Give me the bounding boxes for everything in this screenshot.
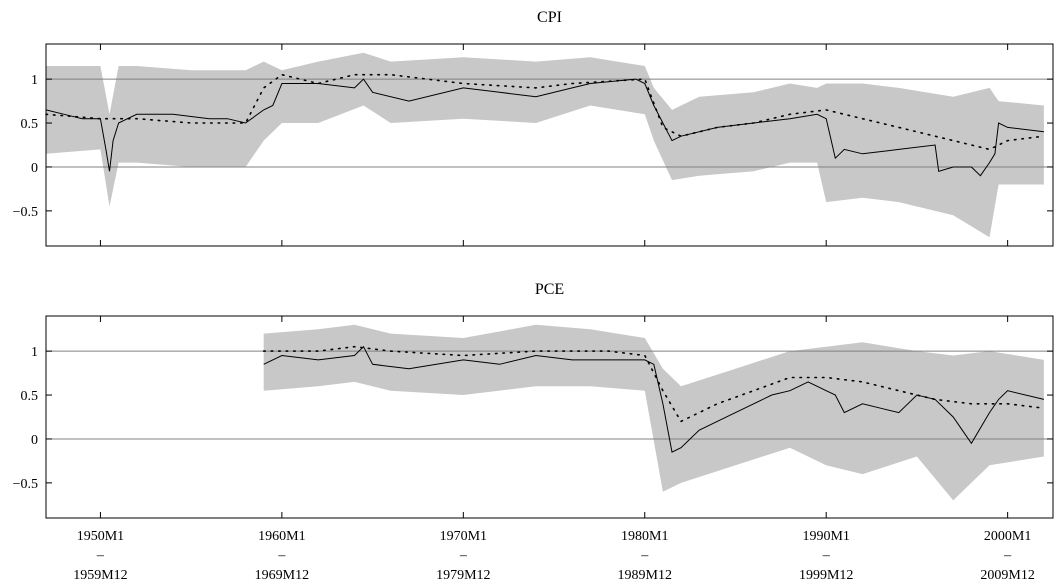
panel-pce: PCE −0.5 0 0.5 1 (13, 281, 1054, 519)
cpi-ytick-label: 0 (31, 161, 38, 176)
xtick-label-start: 1990M1 (802, 529, 849, 544)
xtick-label-end: 1999M12 (799, 568, 853, 583)
xtick-label-dash: – (640, 548, 649, 563)
pce-ytick-label: 1 (31, 345, 38, 360)
xtick-label-start: 1950M1 (77, 529, 124, 544)
xtick-label-start: 1970M1 (440, 529, 487, 544)
pce-title: PCE (535, 281, 564, 298)
xtick-label-start: 1960M1 (258, 529, 305, 544)
cpi-ytick-label: 1 (31, 73, 38, 88)
cpi-ytick-label: 0.5 (21, 117, 39, 132)
cpi-title: CPI (537, 9, 562, 26)
xtick-label-start: 1980M1 (621, 529, 668, 544)
xtick-label-start: 2000M1 (984, 529, 1031, 544)
xtick-label-dash: – (459, 548, 468, 563)
xtick-label-end: 1959M12 (73, 568, 127, 583)
xtick-label-dash: – (1003, 548, 1012, 563)
pce-plot-frame (45, 315, 1054, 519)
xtick-label-dash: – (277, 548, 286, 563)
panel-cpi: CPI −0.5 0 0.5 1 (13, 9, 1054, 247)
xtick-label-dash: – (822, 548, 831, 563)
xtick-label-dash: – (96, 548, 105, 563)
pce-ytick-label: 0.5 (21, 389, 39, 404)
xtick-label-end: 2009M12 (980, 568, 1034, 583)
xtick-label-end: 1969M12 (255, 568, 309, 583)
cpi-dotted-line (45, 73, 1045, 151)
xtick-label-end: 1989M12 (618, 568, 672, 583)
cpi-ytick-label: −0.5 (13, 205, 38, 220)
xtick-label-end: 1979M12 (436, 568, 490, 583)
cpi-confidence-band (46, 52, 1044, 238)
pce-median-line (263, 345, 1045, 453)
x-axis-labels: 1950M1 – 1959M12 1960M1 – 1969M12 1970M1 – 1979M… (73, 529, 1035, 583)
cpi-plot-frame (45, 43, 1054, 247)
cpi-median-line (45, 78, 1044, 177)
pce-confidence-band (263, 324, 1044, 501)
pce-ytick-label: −0.5 (13, 477, 38, 492)
pce-ytick-label: 0 (31, 433, 38, 448)
